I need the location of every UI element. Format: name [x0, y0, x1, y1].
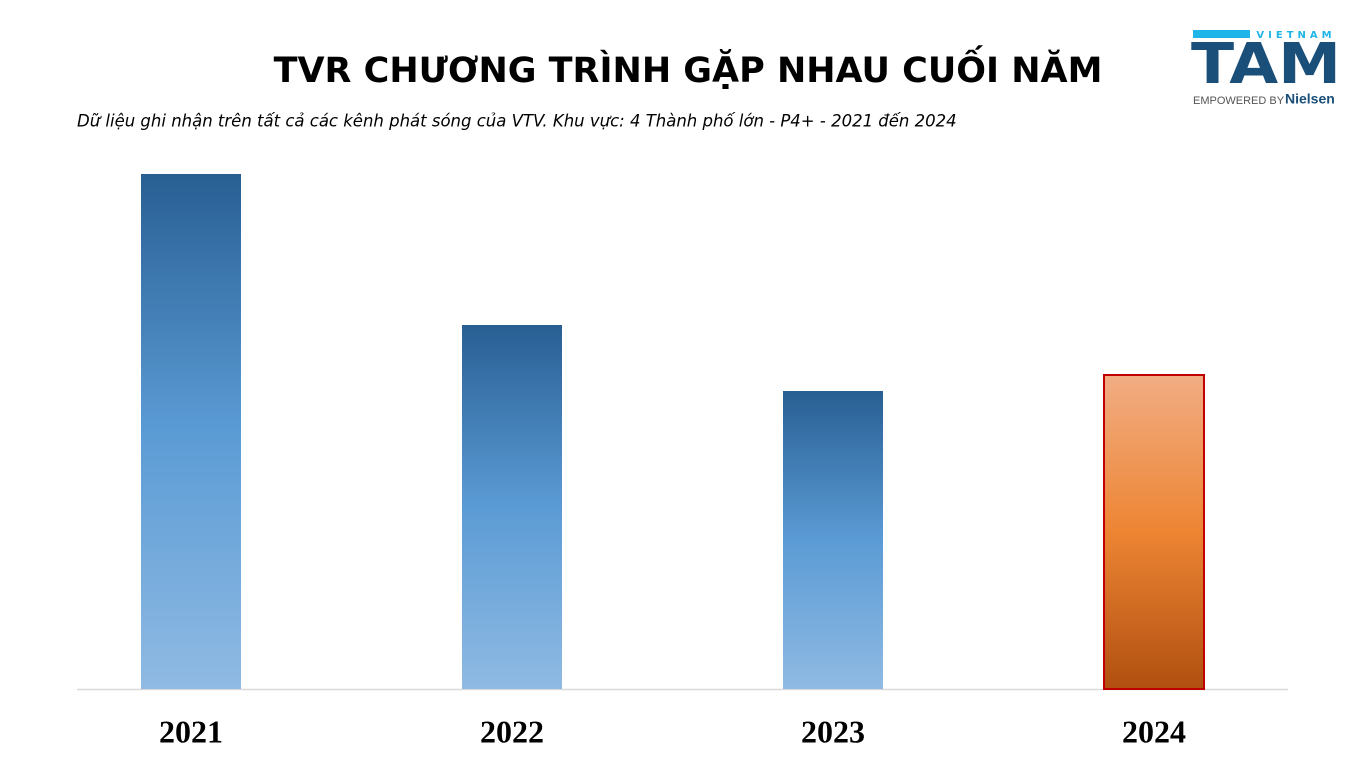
- bar: [141, 174, 241, 689]
- x-tick-label: 2021: [159, 713, 223, 749]
- chart-title: TVR CHƯƠNG TRÌNH GẶP NHAU CUỐI NĂM: [274, 44, 1103, 91]
- bar: [1103, 374, 1205, 690]
- logo-brand: TAM: [1191, 32, 1341, 97]
- x-tick-label: 2023: [801, 713, 865, 749]
- x-tick-label: 2022: [480, 713, 544, 749]
- chart-subtitle: Dữ liệu ghi nhận trên tất cả các kênh ph…: [77, 112, 957, 131]
- logo: VIETNAM TAM EMPOWERED BY Nielsen: [1191, 30, 1341, 107]
- logo-tagline: EMPOWERED BY: [1193, 95, 1285, 107]
- bar: [783, 391, 883, 689]
- logo-bar: [1193, 30, 1250, 38]
- bar: [462, 325, 562, 689]
- x-tick-label: 2024: [1122, 713, 1186, 749]
- logo-country: VIETNAM: [1256, 30, 1335, 41]
- logo-partner: Nielsen: [1285, 91, 1335, 107]
